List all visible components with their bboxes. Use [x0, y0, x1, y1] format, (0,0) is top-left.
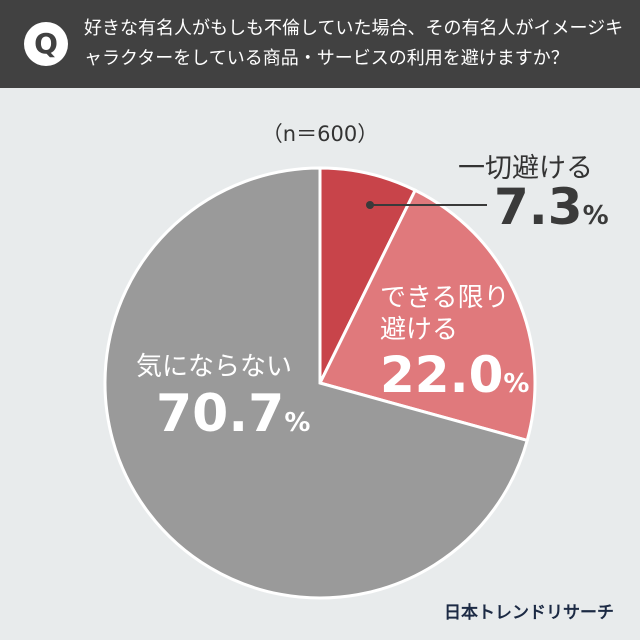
pie-slice-1: [317, 188, 537, 443]
label-slice-1: できる限り 避ける: [380, 282, 509, 346]
pie-slice-2: [103, 166, 530, 600]
value-slice-2: 70.7%: [156, 384, 310, 444]
brand-logo: 日本トレンドリサーチ: [444, 603, 614, 623]
leader-dot: [366, 201, 374, 209]
pie-slice-0: [318, 166, 418, 384]
q-badge: Q: [24, 22, 68, 66]
value-text: 7.3: [494, 178, 583, 236]
question-text: 好きな有名人がもしも不倫していた場合、その有名人がイメージキャラクターをしている…: [84, 18, 624, 69]
label-line: できる限り: [380, 283, 510, 313]
label-slice-0: 一切避ける: [458, 153, 593, 184]
value-text: 22.0: [380, 346, 504, 404]
unit-text: %: [503, 369, 530, 399]
sample-size: （n＝600）: [261, 122, 379, 146]
label-slice-2: 気にならない: [136, 352, 293, 382]
unit-text: %: [582, 201, 609, 231]
value-slice-1: 22.0%: [380, 346, 529, 404]
question-header: Q 好きな有名人がもしも不倫していた場合、その有名人がイメージキャラクターをして…: [0, 0, 640, 88]
label-line: 避ける: [380, 315, 459, 345]
value-text: 70.7: [156, 384, 285, 444]
value-slice-0: 7.3%: [494, 178, 609, 236]
unit-text: %: [284, 408, 311, 438]
